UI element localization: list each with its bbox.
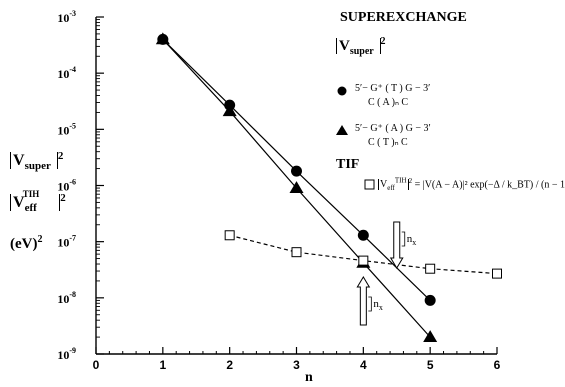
x-tick-label: 0 [93, 358, 100, 372]
data-point-triangles-1 [155, 32, 170, 45]
data-point-squares-5 [425, 263, 436, 274]
ylabel-veff: VeffTIH 2 [10, 189, 66, 215]
axes: 0 1 2 3 4 5 6 10-9 10-8 10-7 10-6 10-5 10-4 10-3 [57, 9, 500, 372]
x-axis-label: n [305, 370, 313, 385]
legend-seq2-top: 5′− G⁺ ( A ) G − 3′ [355, 123, 431, 134]
data-point-squares-6 [492, 268, 502, 279]
data-point-triangles-2 [222, 104, 237, 117]
y-tick-label: 10-4 [57, 65, 76, 81]
legend-circle-marker [337, 86, 347, 96]
chart-title: SUPEREXCHANGE [340, 10, 467, 25]
data-point-squares-2 [224, 230, 235, 241]
data-point-squares-4 [358, 255, 369, 266]
x-tick-label: 1 [159, 358, 166, 372]
y-tick-label: 10-6 [57, 178, 76, 194]
legend-square-marker [364, 179, 375, 190]
ylabel-vsuper: Vsuper 2 [10, 150, 63, 173]
annotations: nx nx [356, 221, 417, 326]
y-tick-label: 10-7 [57, 234, 76, 250]
legend-seq1-bottom: C ( A )ₙ C [368, 97, 409, 108]
legend-seq2-bottom: C ( T )ₙ C [368, 137, 408, 148]
ylabel-units: (eV)2 [10, 234, 43, 252]
nx-bracket-top [401, 231, 406, 247]
x-tick-label: 4 [360, 358, 367, 372]
x-tick-label: 6 [494, 358, 501, 372]
legend-tif-formula: VeffTIH 2 = |V(A − A)|² exp(−Δ / k_BT) / … [378, 177, 565, 193]
nx-bracket-bottom [368, 296, 372, 312]
arrow-down-nx [389, 221, 404, 269]
legend-vsuper-label: Vsuper 2 [336, 36, 386, 57]
data-point-circles-5 [424, 294, 436, 306]
legend-seq1-top: 5′− G⁺ ( T ) G − 3′ [355, 83, 431, 94]
data-point-squares-3 [291, 247, 302, 258]
legend-tif-label: TIF [336, 157, 360, 172]
data-point-triangles-5 [423, 330, 438, 342]
series-line-squares [229, 234, 498, 275]
x-tick-label: 2 [226, 358, 233, 372]
legend-markers [336, 86, 375, 190]
x-tick-label: 3 [293, 358, 300, 372]
data-point-triangles-3 [289, 181, 304, 193]
data-point-circles-3 [291, 165, 302, 177]
data-point-circles-4 [357, 229, 369, 241]
y-tick-label: 10-8 [57, 290, 76, 306]
y-tick-label: 10-9 [57, 346, 76, 362]
legend-triangle-marker [336, 125, 348, 135]
y-tick-label: 10-3 [57, 9, 76, 25]
nx-label-top: nx [407, 233, 417, 247]
arrow-up-nx [356, 276, 371, 326]
nx-label-bottom: nx [373, 298, 383, 312]
y-tick-label: 10-5 [57, 121, 76, 137]
x-tick-label: 5 [427, 358, 434, 372]
series-marks [155, 32, 502, 342]
